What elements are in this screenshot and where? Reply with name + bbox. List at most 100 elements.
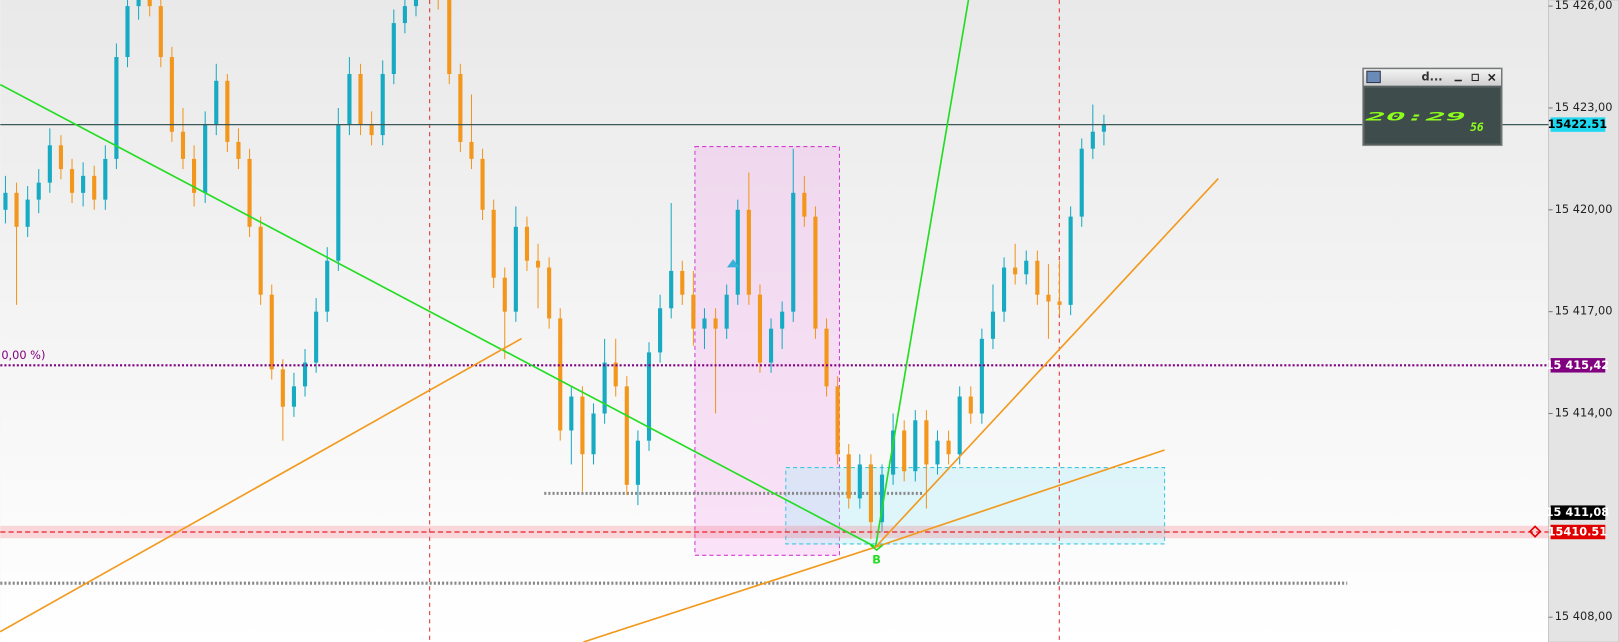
candle-body <box>147 0 152 7</box>
candle-body <box>458 74 463 142</box>
candle-body <box>291 386 297 407</box>
candle-body <box>768 328 774 363</box>
point-label: B <box>872 552 881 566</box>
trend-line <box>0 337 522 633</box>
candle-body <box>535 260 541 268</box>
y-tick-label: 15 417,00 <box>1555 304 1613 318</box>
candle-body <box>658 308 663 353</box>
candle-body <box>236 141 241 159</box>
candle-body <box>669 270 674 309</box>
candle-body <box>802 192 807 217</box>
candle-body <box>58 145 63 170</box>
candle-body <box>691 294 696 329</box>
y-tick-label: 15 420,00 <box>1555 202 1613 216</box>
candle-body <box>192 158 197 193</box>
candle-body <box>957 396 962 455</box>
price-lines <box>0 123 1549 539</box>
candle-body <box>791 192 796 312</box>
candle-body <box>302 362 308 387</box>
price-tags: 15422.51 15 415,42 15 411,08 15410.51 <box>1528 117 1610 540</box>
candle-body <box>402 6 407 24</box>
price-tag-label: 15 411,08 <box>1546 505 1610 519</box>
candle-body <box>391 23 396 75</box>
candle-body <box>757 294 763 363</box>
candle-body <box>1090 131 1095 149</box>
y-axis: 15 426,00 15 423,00 15 420,00 15 417,00 15 4… <box>1548 0 1613 623</box>
candle-body <box>902 430 907 472</box>
candle-body <box>314 311 319 363</box>
plot-background <box>0 0 1549 642</box>
price-tag-label: 15 415,42 <box>1546 358 1610 372</box>
window-icon <box>1366 70 1381 84</box>
candle-body <box>369 124 374 136</box>
close-button[interactable] <box>1488 73 1496 82</box>
price-band <box>0 525 1549 539</box>
y-tick-label: 15 426,00 <box>1555 0 1613 12</box>
candle-body <box>347 74 352 125</box>
candle-body <box>946 440 951 455</box>
candle-body <box>447 0 452 75</box>
price-tag <box>1550 358 1606 373</box>
candle-body <box>1013 267 1018 275</box>
candles <box>3 0 1106 540</box>
candle-body <box>480 158 485 210</box>
candle-body <box>990 311 996 339</box>
candle-body <box>469 141 474 159</box>
y-tick-label: 15 414,00 <box>1555 406 1613 420</box>
candle-body <box>569 396 574 431</box>
candle-body <box>247 158 252 227</box>
candle-body <box>879 474 885 523</box>
candle-body <box>114 57 119 159</box>
y-tick-label: 15 408,00 <box>1555 609 1613 623</box>
axis-panel <box>1548 0 1619 642</box>
candle-body <box>813 216 818 329</box>
candle-body <box>280 369 285 407</box>
candle-body <box>646 352 652 441</box>
candle-body <box>580 396 585 455</box>
candle-body <box>624 386 629 485</box>
candle-body <box>158 6 163 58</box>
candle-body <box>180 131 186 159</box>
candle-body <box>558 318 563 431</box>
candle-body <box>269 294 274 370</box>
candle-body <box>169 57 174 132</box>
clock-display <box>1364 87 1501 144</box>
candle-body <box>3 192 8 210</box>
price-tag-label: 15422.51 <box>1548 117 1608 131</box>
candle-body <box>824 328 829 387</box>
trend-lines: B 0,00 %) <box>0 0 1219 642</box>
candle-body <box>103 158 108 200</box>
trend-line <box>874 178 1219 548</box>
alert-marker <box>1528 525 1542 538</box>
candle-body <box>746 209 751 295</box>
maximize-button[interactable] <box>1471 73 1479 82</box>
arrow-marker <box>726 259 740 268</box>
candle-body <box>868 464 873 523</box>
candle-body <box>602 362 607 414</box>
clock-widget[interactable]: d... 20:29 56 <box>1362 67 1503 147</box>
candle-body <box>336 124 341 261</box>
candle-body <box>935 440 940 465</box>
candle-body <box>1057 301 1062 305</box>
candle-body <box>513 226 518 312</box>
candle-body <box>92 175 97 200</box>
candle-body <box>36 182 41 200</box>
clock-title: d... <box>1422 69 1443 83</box>
price-tag <box>1550 117 1606 132</box>
candle-body <box>635 440 640 485</box>
clock-time: 20:29 <box>1363 110 1467 124</box>
candle-body <box>924 420 929 465</box>
candle-body <box>1024 260 1029 275</box>
trend-line <box>875 449 1165 548</box>
candle-body <box>1046 294 1051 302</box>
candle-body <box>524 226 530 261</box>
y-tick-label: 15 423,00 <box>1555 100 1613 114</box>
candle-body <box>547 267 552 319</box>
trend-line <box>874 0 970 548</box>
price-tag <box>1550 505 1606 520</box>
candle-body <box>613 362 618 387</box>
candle-body <box>913 420 918 472</box>
candle-body <box>1001 267 1007 312</box>
candle-body <box>325 260 330 312</box>
